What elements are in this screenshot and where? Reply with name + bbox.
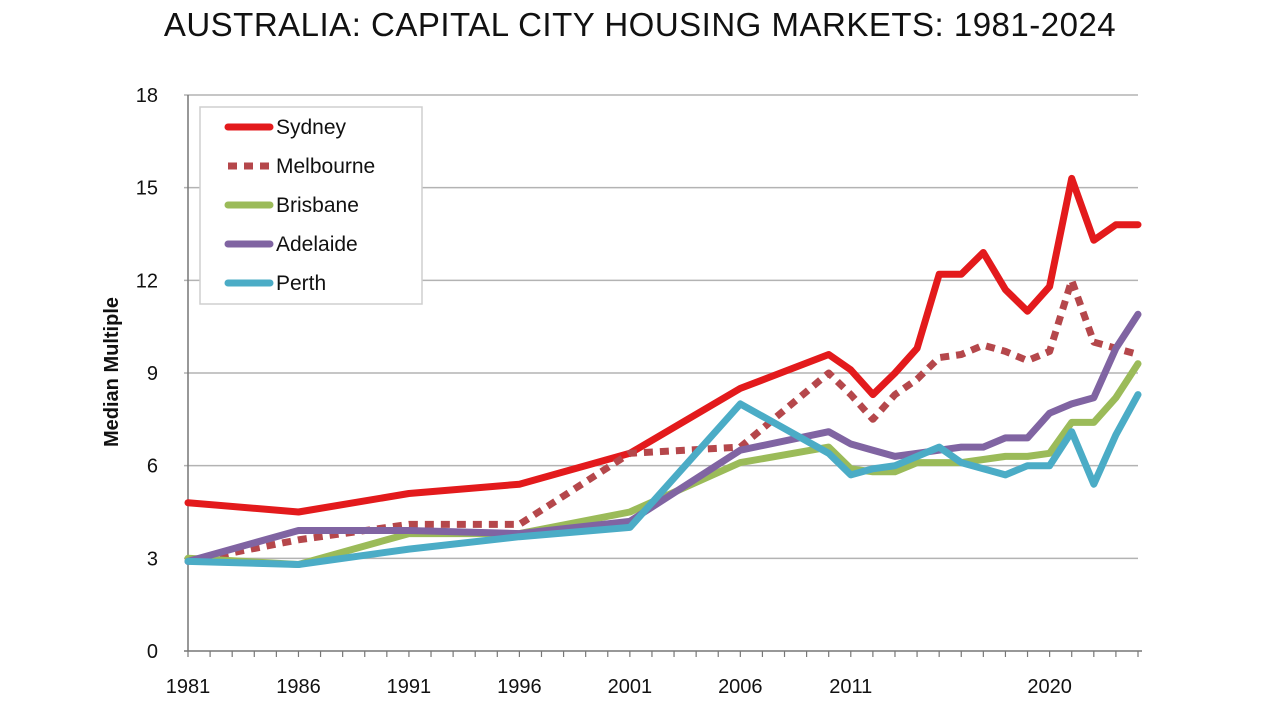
y-tick-label: 0 xyxy=(147,641,158,663)
x-tick-label: 2006 xyxy=(718,676,763,698)
y-tick-label: 18 xyxy=(136,85,158,107)
series-lines xyxy=(184,174,1142,568)
x-tick-label: 2011 xyxy=(829,676,872,698)
y-tick-label: 12 xyxy=(136,270,158,292)
chart-title: AUSTRALIA: CAPITAL CITY HOUSING MARKETS:… xyxy=(163,6,1117,43)
x-tick-label: 2001 xyxy=(608,676,653,698)
y-tick-label: 9 xyxy=(147,363,158,385)
legend-label-adelaide: Adelaide xyxy=(276,233,358,256)
legend: Sydney Melbourne Brisbane Adelaide Perth xyxy=(199,106,423,305)
x-tick-label: 2020 xyxy=(1027,676,1072,698)
x-tick-label: 1996 xyxy=(497,676,542,698)
y-axis-title: Median Multiple xyxy=(101,297,123,447)
legend-label-sydney: Sydney xyxy=(276,116,347,139)
x-tick-label: 1981 xyxy=(166,676,211,698)
axes: 0 3 6 9 12 15 18 1981 1986 1991 1996 2001 2006 2011 20… xyxy=(136,85,1142,698)
series-line-sydney xyxy=(184,174,1142,516)
legend-label-melbourne: Melbourne xyxy=(276,155,375,178)
x-tick-label: 1986 xyxy=(276,676,321,698)
x-tick-label: 1991 xyxy=(387,676,432,698)
series-line-melbourne xyxy=(187,276,1139,565)
y-tick-label: 15 xyxy=(136,178,158,200)
y-tick-label: 6 xyxy=(147,456,158,478)
legend-label-brisbane: Brisbane xyxy=(276,194,359,217)
legend-label-perth: Perth xyxy=(276,272,326,295)
y-tick-label: 3 xyxy=(147,548,158,570)
series-line-perth xyxy=(184,391,1142,568)
